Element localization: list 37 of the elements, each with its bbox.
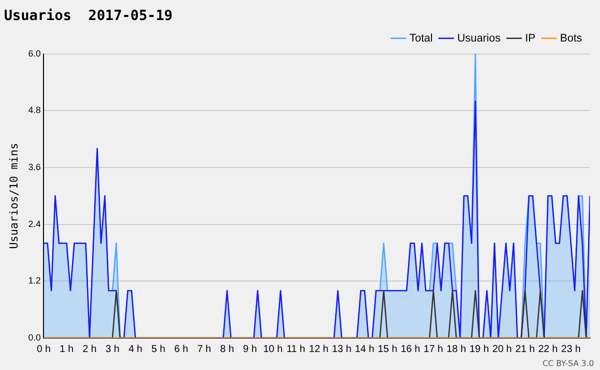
x-tick-label: 7 h — [197, 344, 212, 355]
y-tick-label: 0.0 — [28, 332, 41, 342]
y-tick-label: 1.2 — [28, 276, 41, 286]
legend-label: Bots — [560, 32, 582, 44]
x-tick-label: 10 h — [263, 344, 283, 355]
x-tick-label: 2 h — [82, 344, 97, 355]
x-tick-label: 8 h — [220, 344, 234, 355]
y-tick-label: 2.4 — [28, 218, 41, 229]
x-tick-label: 22 h — [538, 344, 558, 355]
legend-label: Usuarios — [457, 32, 502, 44]
x-tick-label: 9 h — [243, 344, 257, 355]
x-tick-label: 5 h — [151, 344, 166, 355]
x-tick-label: 1 h — [60, 344, 74, 355]
x-tick-label: 13 h — [332, 344, 352, 355]
x-tick-label: 0 h — [36, 344, 51, 355]
y-axis-title: Usuarios/10 mins — [7, 142, 20, 249]
x-tick-label: 16 h — [400, 344, 420, 355]
x-tick-label: 21 h — [515, 344, 535, 355]
x-tick-label: 11 h — [286, 344, 306, 355]
x-tick-label: 14 h — [354, 344, 374, 355]
x-tick-label: 19 h — [469, 344, 489, 355]
y-tick-label: 4.8 — [28, 105, 41, 116]
x-tick-label: 15 h — [378, 344, 398, 355]
x-tick-label: 6 h — [174, 344, 188, 355]
x-tick-label: 12 h — [309, 344, 328, 355]
x-tick-label: 23 h — [561, 344, 581, 355]
x-tick-label: 17 h — [424, 344, 444, 355]
x-tick-label: 3 h — [106, 344, 120, 355]
x-tick-label: 18 h — [446, 344, 466, 355]
chart-title: Usuarios 2017-05-19 — [4, 8, 173, 24]
legend-label: Total — [409, 32, 433, 44]
text: CC BY-SA 3.0 — [542, 359, 594, 368]
x-tick-label: 20 h — [492, 344, 512, 355]
y-tick-label: 6.0 — [28, 48, 41, 58]
legend-label: IP — [525, 32, 536, 44]
x-tick-label: 4 h — [128, 344, 142, 355]
y-tick-label: 3.6 — [28, 162, 41, 172]
